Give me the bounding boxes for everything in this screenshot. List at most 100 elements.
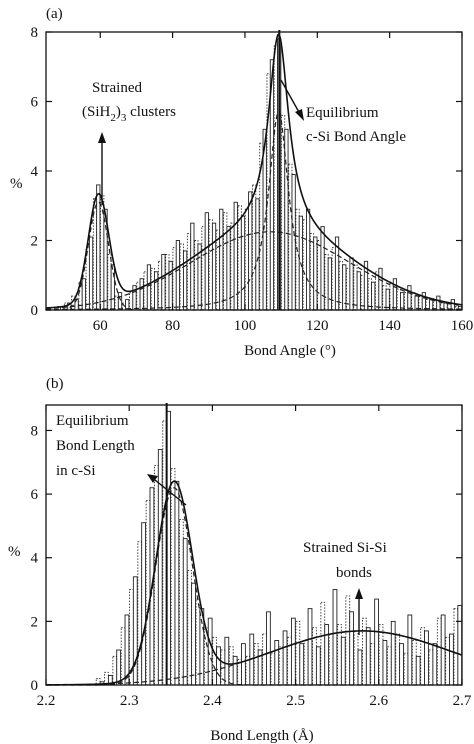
panel-b-bar-dotted bbox=[212, 636, 218, 686]
panel-a-bar-solid bbox=[139, 278, 144, 311]
panel-a-bar-dotted bbox=[186, 233, 192, 311]
panel-b-bar-solid bbox=[132, 576, 138, 686]
panel-b-bar-solid bbox=[282, 630, 288, 686]
panel-a-bar-dotted bbox=[194, 240, 199, 311]
panel-a-bar-solid bbox=[356, 271, 361, 311]
panel-a-bar-solid bbox=[291, 174, 296, 311]
panel-a-x-tick-label: 140 bbox=[378, 318, 401, 334]
panel-b-bar-solid bbox=[141, 522, 146, 686]
annotation-eq-length-line2: Bond Length bbox=[56, 438, 135, 454]
panel-a-bar-solid bbox=[349, 257, 354, 311]
panel-a: (a) 60 80 100 120 140 160 0 2 4 6 8 Bond Angle (°)… bbox=[10, 6, 473, 359]
panel-a-x-axis-label: Bond Angle (°) bbox=[244, 343, 336, 359]
panel-a-bar-solid bbox=[168, 260, 173, 311]
panel-a-bar-solid bbox=[219, 208, 224, 311]
panel-a-y-tick-label: 2 bbox=[31, 234, 39, 250]
annotation-equilibrium-angle: Equilibrium c-Si Bond Angle bbox=[306, 105, 406, 145]
panel-b-bar-solid bbox=[365, 627, 371, 686]
panel-a-bar-solid bbox=[327, 257, 332, 311]
panel-a-bar-dotted bbox=[78, 281, 83, 311]
panel-a-y-axis-label: % bbox=[10, 176, 23, 192]
panel-b-bar-dotted bbox=[411, 640, 417, 686]
panel-a-x-tick-label: 100 bbox=[234, 318, 257, 334]
panel-a-bar-solid bbox=[313, 236, 318, 311]
panel-b-bar-dotted bbox=[120, 627, 126, 686]
annotation-strained-arrowhead bbox=[98, 132, 106, 143]
panel-a-bar-dotted bbox=[201, 226, 206, 311]
panel-a-bar-solid bbox=[146, 264, 152, 311]
panel-b-fit-total bbox=[46, 480, 463, 686]
panel-b-bar-dotted bbox=[386, 646, 392, 686]
panel-b-bar-solid bbox=[340, 636, 346, 686]
annotation-eq-angle-arrow bbox=[280, 79, 301, 115]
panel-b-bar-dotted bbox=[270, 652, 276, 686]
panel-a-bar-solid bbox=[436, 295, 441, 311]
panel-b-bar-dotted bbox=[436, 617, 442, 686]
panel-a-bar-solid bbox=[421, 292, 426, 311]
panel-a-bar-solid bbox=[110, 264, 115, 311]
panel-a-y-tick-label: 0 bbox=[31, 303, 39, 319]
panel-a-bar-dotted bbox=[157, 260, 163, 311]
panel-a-bar-solid bbox=[306, 208, 311, 311]
panel-a-x-tick-label: 60 bbox=[93, 318, 108, 334]
panel-a-bar-dotted bbox=[165, 253, 170, 311]
annotation-strained-line2a: (SiH bbox=[82, 104, 111, 120]
panel-a-bar-solid bbox=[190, 222, 195, 311]
panel-a-bar-dotted bbox=[367, 278, 373, 311]
panel-a-bar-solid bbox=[117, 292, 123, 311]
panel-b-bar-dotted bbox=[337, 624, 342, 686]
panel-b-bar-solid bbox=[349, 611, 354, 686]
annotation-strained-bonds: Strained Si-Si bonds bbox=[303, 540, 391, 581]
panel-a-fit-total bbox=[45, 33, 463, 309]
panel-a-bar-dotted bbox=[107, 253, 112, 311]
panel-a-bar-dotted bbox=[403, 292, 409, 311]
panel-b: (b) 2.2 2.3 2.4 2.5 2.6 2.7 0 2 4 6 8 Bond Length … bbox=[8, 376, 472, 744]
panel-b-x-tick-label: 2.6 bbox=[369, 693, 388, 709]
panel-a-bar-solid bbox=[154, 271, 159, 311]
panel-a-tag: (a) bbox=[46, 6, 63, 22]
panel-b-bar-dotted bbox=[178, 519, 184, 686]
panel-a-bar-dotted bbox=[150, 267, 155, 311]
panel-a-bar-solid bbox=[400, 292, 405, 311]
panel-a-bar-dotted bbox=[382, 285, 387, 311]
panel-b-bar-solid bbox=[424, 630, 429, 686]
annotation-strained-line1: Strained bbox=[92, 80, 142, 96]
panel-b-bar-dotted bbox=[145, 500, 151, 686]
panel-b-bar-solid bbox=[274, 640, 280, 686]
panel-b-bar-solid bbox=[290, 617, 296, 686]
panel-b-bar-solid bbox=[332, 589, 338, 686]
panel-a-y-tick-label: 4 bbox=[31, 164, 39, 180]
panel-a-bar-dotted bbox=[223, 212, 228, 311]
panel-b-bar-solid bbox=[116, 649, 122, 686]
panel-a-bar-dotted bbox=[324, 253, 329, 311]
panel-b-bar-dotted bbox=[154, 465, 159, 686]
panel-a-bar-dotted bbox=[302, 219, 307, 311]
panel-b-tag: (b) bbox=[46, 376, 64, 392]
panel-b-bar-dotted bbox=[187, 570, 193, 686]
panel-b-bar-solid bbox=[432, 643, 438, 686]
panel-a-bar-solid bbox=[88, 236, 94, 311]
panel-b-x-tick-label: 2.5 bbox=[286, 693, 305, 709]
panel-b-bar-dotted bbox=[295, 620, 301, 686]
panel-a-x-tick-label: 80 bbox=[165, 318, 180, 334]
panel-a-bar-dotted bbox=[136, 281, 141, 311]
panel-a-bar-dotted bbox=[331, 246, 336, 311]
panel-a-curves bbox=[45, 30, 463, 311]
panel-a-bar-dotted bbox=[295, 208, 300, 311]
panel-b-bar-solid bbox=[224, 636, 230, 686]
panel-a-bar-dotted bbox=[114, 295, 119, 311]
annotation-strained-bonds-line1: Strained Si-Si bbox=[303, 540, 387, 556]
panel-a-bar-dotted bbox=[360, 274, 365, 311]
panel-b-x-tick-label: 2.7 bbox=[453, 693, 472, 709]
panel-b-bar-dotted bbox=[395, 633, 401, 686]
panel-a-bars bbox=[56, 38, 463, 311]
panel-b-bar-solid bbox=[216, 646, 221, 686]
panel-b-bar-dotted bbox=[312, 627, 317, 686]
annotation-eq-length-arrowhead bbox=[147, 474, 158, 483]
panel-a-bar-solid bbox=[175, 240, 180, 311]
panel-a-bar-solid bbox=[226, 226, 231, 311]
panel-b-bar-solid bbox=[182, 538, 188, 686]
panel-a-bar-dotted bbox=[309, 233, 315, 311]
panel-a-bar-dotted bbox=[317, 240, 322, 311]
